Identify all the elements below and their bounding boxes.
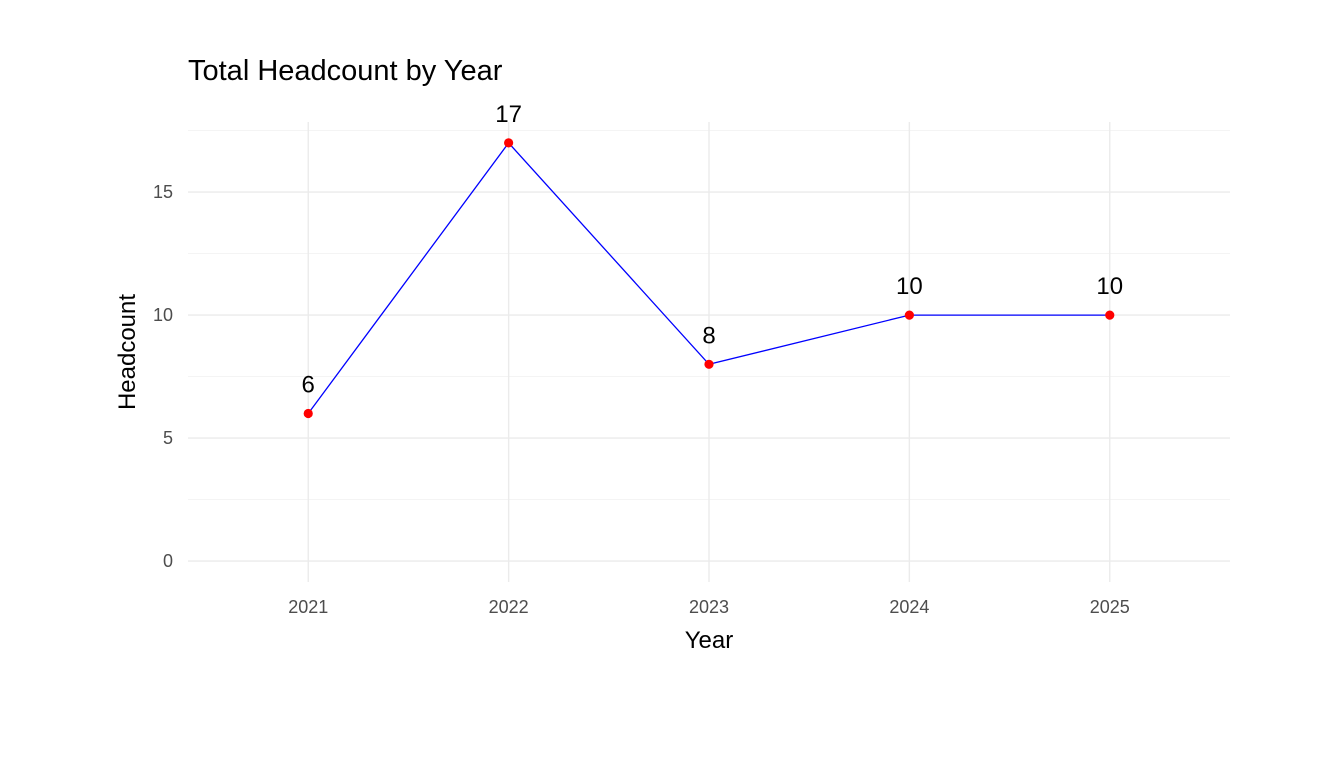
x-tick-label: 2023: [689, 597, 729, 617]
chart-title: Total Headcount by Year: [188, 55, 503, 87]
data-point: [704, 359, 714, 369]
data-label: 8: [702, 322, 715, 349]
data-label: 6: [302, 371, 315, 398]
label-layer: 6 17 8 10 10: [302, 101, 1124, 399]
data-point: [504, 138, 514, 148]
x-tick-label: 2021: [288, 597, 328, 617]
data-point: [303, 408, 313, 419]
data-label: 10: [896, 273, 923, 300]
x-tick-label: 2025: [1090, 597, 1130, 617]
x-tick-label: 2024: [889, 597, 929, 617]
grid-layer: [188, 122, 1230, 582]
y-tick-label: 10: [153, 305, 173, 325]
y-tick-label: 5: [163, 428, 173, 448]
data-label: 17: [495, 101, 522, 128]
x-axis-title: Year: [685, 627, 734, 654]
data-point: [1105, 310, 1115, 320]
y-axis-title: Headcount: [114, 294, 141, 410]
axis-layer: 0 5 10 15 2021 2022 2023 2024 2025: [153, 182, 1130, 617]
y-tick-label: 15: [153, 182, 173, 202]
data-point: [904, 310, 914, 320]
series-layer: [303, 138, 1115, 419]
x-tick-label: 2022: [489, 597, 529, 617]
y-tick-label: 0: [163, 551, 173, 571]
data-label: 10: [1096, 273, 1123, 300]
